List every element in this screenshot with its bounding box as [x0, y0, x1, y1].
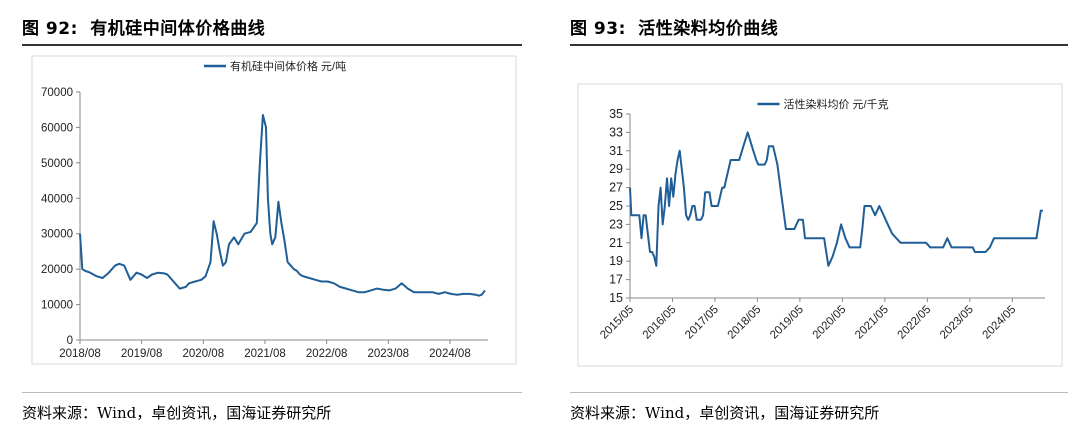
- x-tick-label: 2015/05: [598, 304, 636, 342]
- reactive-dye-price-chart: 15 17 19 21 23 25 27 29 31 33 35 2015/05 2016/05 2017…: [570, 80, 1068, 370]
- x-tick-label: 2024/05: [981, 304, 1019, 342]
- x-tick-label: 2023/05: [938, 304, 976, 342]
- y-tick-label: 70000: [41, 87, 73, 99]
- y-tick-label: 33: [609, 125, 623, 139]
- y-tick-label: 19: [609, 254, 623, 268]
- y-tick-label: 23: [609, 217, 623, 231]
- figure-93-label: 图 93:: [570, 19, 626, 39]
- x-tick-label: 2018/08: [59, 348, 101, 360]
- x-tick-label: 2023/08: [368, 348, 410, 360]
- x-tick-label: 2017/05: [683, 304, 721, 342]
- y-tick-label: 30000: [41, 229, 73, 241]
- x-tick-label: 2020/05: [811, 304, 849, 342]
- figure-93-bottom-rule: [570, 392, 1068, 393]
- chart-frame: [31, 55, 517, 365]
- x-tick-label: 2019/05: [768, 304, 806, 342]
- legend-label: 活性染料均价 元/千克: [784, 97, 889, 111]
- x-tick-label: 2018/05: [726, 304, 764, 342]
- x-tick-label: 2019/08: [121, 348, 163, 360]
- x-tick-label: 2022/05: [896, 304, 934, 342]
- figure-92-label: 图 92:: [22, 19, 78, 39]
- legend: 活性染料均价 元/千克: [757, 97, 889, 111]
- y-tick-label: 15: [609, 291, 623, 305]
- x-tick-label: 2021/05: [853, 304, 891, 342]
- y-tick-label: 40000: [41, 193, 73, 205]
- y-tick-label: 35: [609, 107, 623, 121]
- legend: 有机硅中间体价格 元/吨: [204, 59, 346, 73]
- y-tick-label: 20000: [41, 264, 73, 276]
- x-tick-label: 2016/05: [641, 304, 679, 342]
- silicone-price-chart: 0 10000 20000 30000 40000 50000 60000 70000 2018…: [22, 50, 522, 370]
- y-tick-label: 60000: [41, 122, 73, 134]
- chart-frame: [577, 83, 1063, 367]
- x-tick-label: 2022/08: [306, 348, 348, 360]
- legend-label: 有机硅中间体价格 元/吨: [230, 59, 346, 73]
- y-tick-label: 25: [609, 199, 623, 213]
- y-tick-label: 50000: [41, 158, 73, 170]
- y-tick-label: 29: [609, 162, 623, 176]
- x-tick-label: 2024/08: [429, 348, 471, 360]
- y-tick-label: 17: [609, 273, 623, 287]
- figure-93-title: 图 93: 活性染料均价曲线: [570, 14, 778, 39]
- figure-93-title-text: 活性染料均价曲线: [638, 19, 779, 39]
- series-line: [629, 131, 1043, 267]
- y-tick-label: 27: [609, 181, 623, 195]
- figure-92-bottom-rule: [22, 392, 522, 393]
- x-tick-label: 2020/08: [183, 348, 225, 360]
- figure-92-title: 图 92: 有机硅中间体价格曲线: [22, 14, 265, 39]
- figure-93-top-rule: [570, 44, 1068, 46]
- series-line: [79, 114, 486, 297]
- y-tick-label: 0: [67, 335, 73, 347]
- y-tick-label: 10000: [41, 300, 73, 312]
- figure-92-source: 资料来源：Wind，卓创资讯，国海证券研究所: [22, 404, 332, 422]
- y-tick-label: 21: [609, 236, 623, 250]
- y-tick-label: 31: [609, 144, 623, 158]
- figure-92-title-text: 有机硅中间体价格曲线: [90, 19, 266, 39]
- x-tick-label: 2021/08: [244, 348, 286, 360]
- figure-93-source: 资料来源：Wind，卓创资讯，国海证券研究所: [570, 404, 880, 422]
- figure-92-top-rule: [22, 44, 522, 46]
